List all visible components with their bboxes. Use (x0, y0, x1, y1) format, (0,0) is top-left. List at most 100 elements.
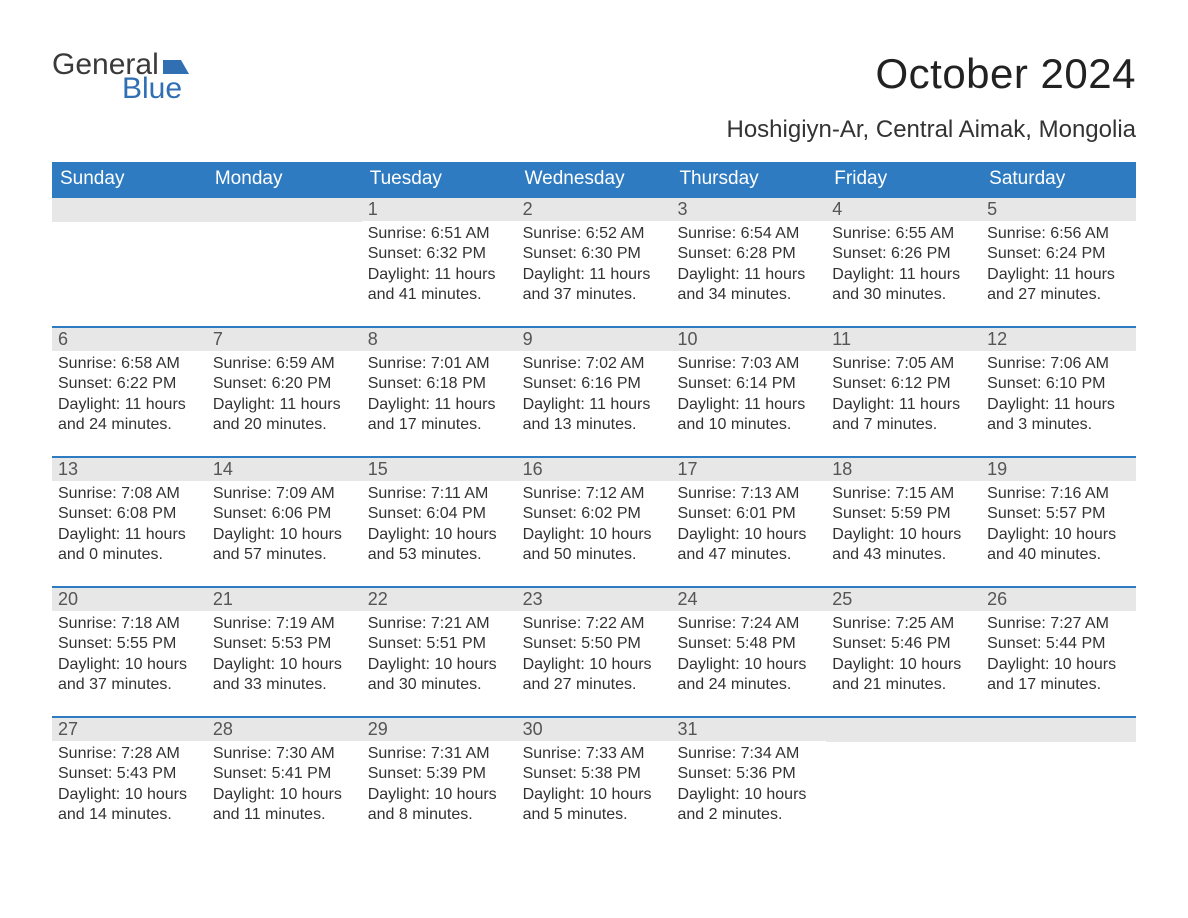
sunset-text: Sunset: 5:48 PM (677, 634, 820, 654)
sunset-text: Sunset: 5:55 PM (58, 634, 201, 654)
sunrise-text: Sunrise: 7:16 AM (987, 484, 1130, 504)
sunset-text: Sunset: 5:57 PM (987, 504, 1130, 524)
calendar-day: 11Sunrise: 7:05 AMSunset: 6:12 PMDayligh… (826, 328, 981, 456)
day-number: 3 (671, 198, 826, 221)
sunset-text: Sunset: 6:30 PM (523, 244, 666, 264)
daylight-text: Daylight: 11 hours and 3 minutes. (987, 395, 1130, 436)
daylight-text: Daylight: 10 hours and 24 minutes. (677, 655, 820, 696)
sunset-text: Sunset: 6:32 PM (368, 244, 511, 264)
day-details: Sunrise: 6:56 AMSunset: 6:24 PMDaylight:… (981, 221, 1136, 316)
sunset-text: Sunset: 6:04 PM (368, 504, 511, 524)
daylight-text: Daylight: 11 hours and 0 minutes. (58, 525, 201, 566)
sunrise-text: Sunrise: 7:15 AM (832, 484, 975, 504)
day-number: 6 (52, 328, 207, 351)
daylight-text: Daylight: 10 hours and 30 minutes. (368, 655, 511, 696)
day-number: 15 (362, 458, 517, 481)
sunrise-text: Sunrise: 7:30 AM (213, 744, 356, 764)
calendar-day: 7Sunrise: 6:59 AMSunset: 6:20 PMDaylight… (207, 328, 362, 456)
calendar-day: 2Sunrise: 6:52 AMSunset: 6:30 PMDaylight… (517, 198, 672, 326)
calendar-day: 21Sunrise: 7:19 AMSunset: 5:53 PMDayligh… (207, 588, 362, 716)
day-details: Sunrise: 7:12 AMSunset: 6:02 PMDaylight:… (517, 481, 672, 576)
daylight-text: Daylight: 10 hours and 43 minutes. (832, 525, 975, 566)
day-details: Sunrise: 7:28 AMSunset: 5:43 PMDaylight:… (52, 741, 207, 836)
dow-wednesday: Wednesday (517, 162, 672, 196)
day-number (981, 718, 1136, 742)
calendar-week: 20Sunrise: 7:18 AMSunset: 5:55 PMDayligh… (52, 586, 1136, 716)
sunrise-text: Sunrise: 7:25 AM (832, 614, 975, 634)
sunrise-text: Sunrise: 6:59 AM (213, 354, 356, 374)
calendar-week: 6Sunrise: 6:58 AMSunset: 6:22 PMDaylight… (52, 326, 1136, 456)
day-details: Sunrise: 7:19 AMSunset: 5:53 PMDaylight:… (207, 611, 362, 706)
calendar-day: 28Sunrise: 7:30 AMSunset: 5:41 PMDayligh… (207, 718, 362, 846)
day-number: 27 (52, 718, 207, 741)
day-number: 31 (671, 718, 826, 741)
brand-word2: Blue (122, 74, 189, 104)
daylight-text: Daylight: 11 hours and 27 minutes. (987, 265, 1130, 306)
sunset-text: Sunset: 5:44 PM (987, 634, 1130, 654)
daylight-text: Daylight: 11 hours and 41 minutes. (368, 265, 511, 306)
day-details: Sunrise: 7:31 AMSunset: 5:39 PMDaylight:… (362, 741, 517, 836)
day-number: 10 (671, 328, 826, 351)
sunset-text: Sunset: 5:50 PM (523, 634, 666, 654)
sunrise-text: Sunrise: 7:31 AM (368, 744, 511, 764)
calendar-day: 6Sunrise: 6:58 AMSunset: 6:22 PMDaylight… (52, 328, 207, 456)
daylight-text: Daylight: 10 hours and 33 minutes. (213, 655, 356, 696)
day-number: 26 (981, 588, 1136, 611)
calendar-day: 5Sunrise: 6:56 AMSunset: 6:24 PMDaylight… (981, 198, 1136, 326)
daylight-text: Daylight: 10 hours and 40 minutes. (987, 525, 1130, 566)
sunrise-text: Sunrise: 7:03 AM (677, 354, 820, 374)
daylight-text: Daylight: 10 hours and 27 minutes. (523, 655, 666, 696)
calendar-day: 4Sunrise: 6:55 AMSunset: 6:26 PMDaylight… (826, 198, 981, 326)
day-number: 24 (671, 588, 826, 611)
day-number: 17 (671, 458, 826, 481)
sunset-text: Sunset: 6:18 PM (368, 374, 511, 394)
sunset-text: Sunset: 6:24 PM (987, 244, 1130, 264)
sunrise-text: Sunrise: 7:09 AM (213, 484, 356, 504)
sunrise-text: Sunrise: 7:19 AM (213, 614, 356, 634)
sunset-text: Sunset: 6:28 PM (677, 244, 820, 264)
day-number: 8 (362, 328, 517, 351)
calendar-day: 10Sunrise: 7:03 AMSunset: 6:14 PMDayligh… (671, 328, 826, 456)
sunset-text: Sunset: 6:08 PM (58, 504, 201, 524)
day-details: Sunrise: 6:51 AMSunset: 6:32 PMDaylight:… (362, 221, 517, 316)
calendar-day: 13Sunrise: 7:08 AMSunset: 6:08 PMDayligh… (52, 458, 207, 586)
daylight-text: Daylight: 10 hours and 5 minutes. (523, 785, 666, 826)
sunrise-text: Sunrise: 6:51 AM (368, 224, 511, 244)
day-number: 7 (207, 328, 362, 351)
day-number: 19 (981, 458, 1136, 481)
calendar-day: 30Sunrise: 7:33 AMSunset: 5:38 PMDayligh… (517, 718, 672, 846)
day-details: Sunrise: 7:09 AMSunset: 6:06 PMDaylight:… (207, 481, 362, 576)
daylight-text: Daylight: 11 hours and 7 minutes. (832, 395, 975, 436)
day-number: 23 (517, 588, 672, 611)
calendar-day: 9Sunrise: 7:02 AMSunset: 6:16 PMDaylight… (517, 328, 672, 456)
calendar-day: 29Sunrise: 7:31 AMSunset: 5:39 PMDayligh… (362, 718, 517, 846)
day-details: Sunrise: 7:22 AMSunset: 5:50 PMDaylight:… (517, 611, 672, 706)
sunrise-text: Sunrise: 7:11 AM (368, 484, 511, 504)
dow-friday: Friday (826, 162, 981, 196)
daylight-text: Daylight: 10 hours and 57 minutes. (213, 525, 356, 566)
day-number: 21 (207, 588, 362, 611)
sunrise-text: Sunrise: 7:18 AM (58, 614, 201, 634)
day-details: Sunrise: 7:05 AMSunset: 6:12 PMDaylight:… (826, 351, 981, 446)
day-details: Sunrise: 7:08 AMSunset: 6:08 PMDaylight:… (52, 481, 207, 576)
calendar-day: 26Sunrise: 7:27 AMSunset: 5:44 PMDayligh… (981, 588, 1136, 716)
header: General Blue October 2024 Hoshigiyn-Ar, … (52, 50, 1136, 144)
day-number (52, 198, 207, 222)
day-number: 29 (362, 718, 517, 741)
calendar-day (52, 198, 207, 326)
sunrise-text: Sunrise: 7:01 AM (368, 354, 511, 374)
sunrise-text: Sunrise: 6:58 AM (58, 354, 201, 374)
sunrise-text: Sunrise: 6:52 AM (523, 224, 666, 244)
calendar-day: 19 Sunrise: 7:16 AMSunset: 5:57 PMDayligh… (981, 458, 1136, 586)
day-details: Sunrise: 6:52 AMSunset: 6:30 PMDaylight:… (517, 221, 672, 316)
sunrise-text: Sunrise: 7:02 AM (523, 354, 666, 374)
sunset-text: Sunset: 5:39 PM (368, 764, 511, 784)
day-number: 2 (517, 198, 672, 221)
day-number: 30 (517, 718, 672, 741)
daylight-text: Daylight: 10 hours and 50 minutes. (523, 525, 666, 566)
day-number: 4 (826, 198, 981, 221)
day-details: Sunrise: 7:21 AMSunset: 5:51 PMDaylight:… (362, 611, 517, 706)
calendar-day: 16Sunrise: 7:12 AMSunset: 6:02 PMDayligh… (517, 458, 672, 586)
day-details: Sunrise: 7:24 AMSunset: 5:48 PMDaylight:… (671, 611, 826, 706)
sunset-text: Sunset: 5:36 PM (677, 764, 820, 784)
